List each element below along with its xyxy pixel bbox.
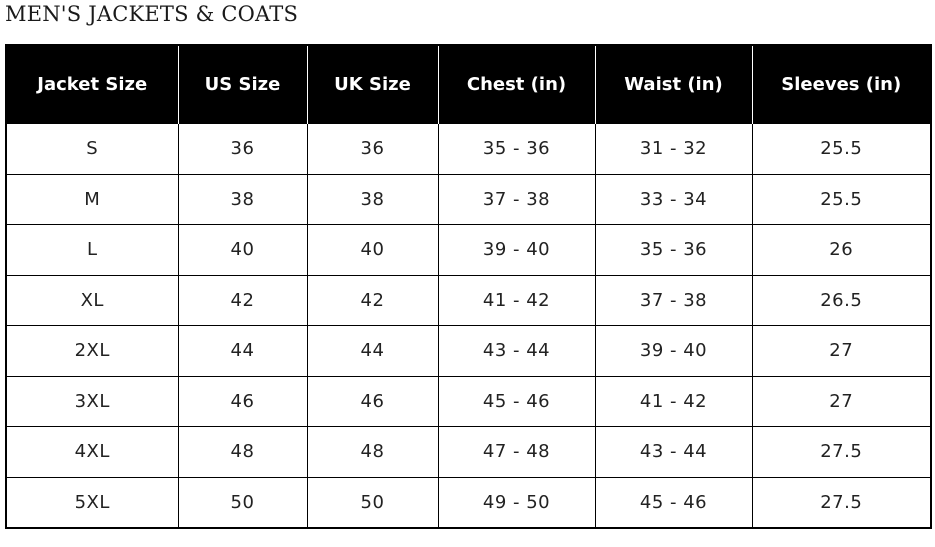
table-cell: 42 [177,274,308,326]
table-row: 2XL 44 44 43 - 44 39 - 40 27 [5,325,932,377]
table-cell: 43 - 44 [594,426,753,478]
table-cell: 2XL [5,325,179,377]
table-cell: 36 [177,123,308,175]
table-cell: 47 - 48 [437,426,596,478]
table-row: 5XL 50 50 49 - 50 45 - 46 27.5 [5,476,932,529]
table-cell: 41 - 42 [437,274,596,326]
table-cell: 31 - 32 [594,123,753,175]
column-header: US Size [177,45,307,124]
table-cell: M [5,173,179,225]
table-cell: 27 [751,325,932,377]
table-row: M 38 38 37 - 38 33 - 34 25.5 [5,173,932,225]
table-cell: 48 [177,426,308,478]
table-cell: 44 [306,325,439,377]
table-row: L 40 40 39 - 40 35 - 36 26 [5,224,932,276]
table-cell: 25.5 [751,173,932,225]
table-cell: 39 - 40 [437,224,596,276]
table-cell: 25.5 [751,123,932,175]
table-cell: 36 [306,123,439,175]
table-cell: 4XL [5,426,179,478]
table-cell: 50 [306,476,439,529]
column-header: UK Size [306,45,438,124]
table-cell: 48 [306,426,439,478]
table-cell: 27.5 [751,476,932,529]
table-cell: 26 [751,224,932,276]
table-cell: L [5,224,179,276]
column-header: Jacket Size [6,45,178,124]
table-cell: 45 - 46 [437,375,596,427]
table-cell: 42 [306,274,439,326]
table-cell: 45 - 46 [594,476,753,529]
table-row: S 36 36 35 - 36 31 - 32 25.5 [5,123,932,175]
table-cell: 38 [306,173,439,225]
table-cell: 46 [306,375,439,427]
size-chart-table: Jacket Size US Size UK Size Chest (in) Waist… [5,44,932,529]
column-header: Waist (in) [594,45,752,124]
table-cell: 35 - 36 [437,123,596,175]
table-cell: 39 - 40 [594,325,753,377]
table-cell: 41 - 42 [594,375,753,427]
table-cell: 27 [751,375,932,427]
table-cell: 33 - 34 [594,173,753,225]
table-cell: 50 [177,476,308,529]
page-title: MEN'S JACKETS & COATS [5,2,299,26]
table-cell: 37 - 38 [594,274,753,326]
table-cell: 43 - 44 [437,325,596,377]
table-cell: S [5,123,179,175]
table-cell: 38 [177,173,308,225]
table-cell: 46 [177,375,308,427]
table-row: XL 42 42 41 - 42 37 - 38 26.5 [5,274,932,326]
header-row: Jacket Size US Size UK Size Chest (in) Waist… [6,45,931,124]
table-row: 3XL 46 46 45 - 46 41 - 42 27 [5,375,932,427]
table-cell: XL [5,274,179,326]
table-cell: 49 - 50 [437,476,596,529]
table-cell: 44 [177,325,308,377]
table-cell: 27.5 [751,426,932,478]
table-cell: 40 [177,224,308,276]
table-cell: 40 [306,224,439,276]
table-cell: 3XL [5,375,179,427]
table-cell: 26.5 [751,274,932,326]
table-cell: 35 - 36 [594,224,753,276]
table-row: 4XL 48 48 47 - 48 43 - 44 27.5 [5,426,932,478]
table-cell: 37 - 38 [437,173,596,225]
table-cell: 5XL [5,476,179,529]
column-header: Chest (in) [437,45,595,124]
column-header: Sleeves (in) [751,45,931,124]
